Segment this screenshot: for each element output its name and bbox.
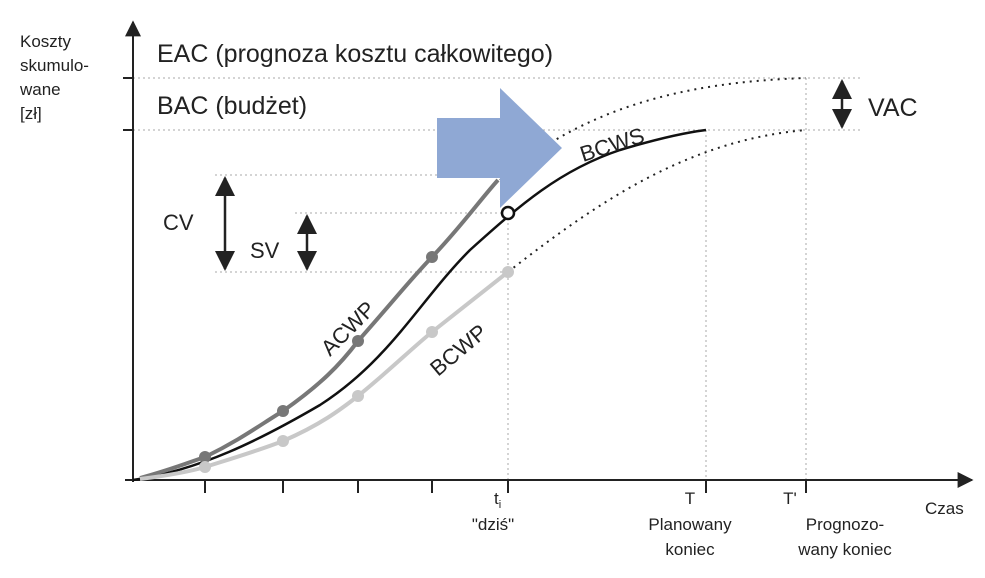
y-axis-label: skumulo- <box>20 56 89 75</box>
highlight-arrow <box>437 88 562 208</box>
acwp-curve <box>139 178 500 480</box>
today-symbol: ti <box>494 489 501 511</box>
eac-label: EAC (prognoza kosztu całkowitego) <box>157 40 553 68</box>
today-label: "dziś" <box>472 515 514 534</box>
today-sub: i <box>499 499 501 511</box>
forecast-eac-curve <box>499 77 807 181</box>
axes <box>123 20 974 493</box>
y-axis-label: Koszty <box>20 32 72 51</box>
vac-label: VAC <box>868 94 918 122</box>
bcwp-points <box>199 266 514 473</box>
guide-lines <box>123 77 860 480</box>
planned-end-symbol: T <box>685 489 695 508</box>
forecast-bcwp-curve <box>507 129 807 273</box>
sv-label: SV <box>250 238 280 263</box>
variance-arrows <box>215 79 852 271</box>
forecast-end-label: Prognozo- <box>806 515 884 534</box>
planned-end-label: Planowany <box>648 515 732 534</box>
cv-label: CV <box>163 210 194 235</box>
today-point <box>500 205 516 221</box>
bcws-curve <box>132 128 707 482</box>
planned-end-label: koniec <box>665 540 715 559</box>
acwp-points <box>199 251 438 463</box>
today-t: t <box>494 489 499 508</box>
y-axis-label: wane <box>19 80 61 99</box>
y-axis-label: [zł] <box>20 104 42 123</box>
bcwp-curve <box>139 270 510 481</box>
bac-label: BAC (budżet) <box>157 92 307 120</box>
forecast-end-symbol: T' <box>783 489 797 508</box>
forecast-end-label: wany koniec <box>797 540 892 559</box>
bcws-label: BCWS <box>577 123 647 167</box>
x-axis-label: Czas <box>925 499 964 518</box>
